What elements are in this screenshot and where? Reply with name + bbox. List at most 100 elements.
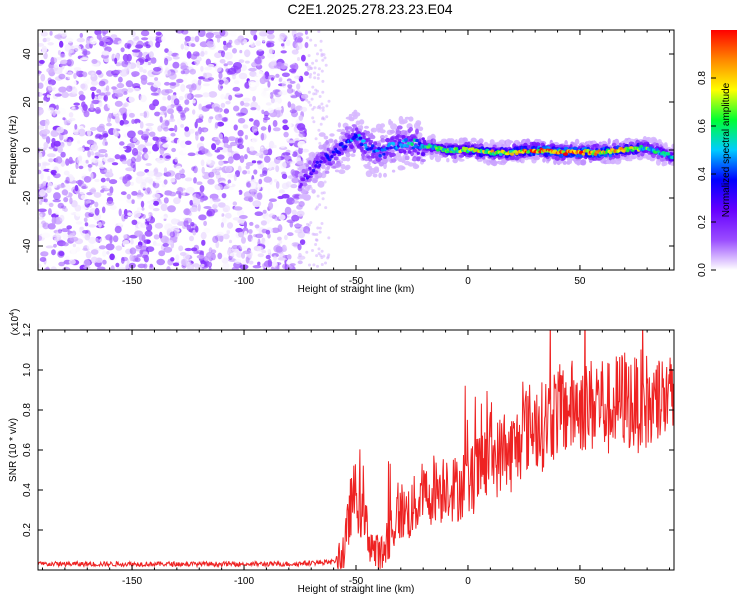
spectrogram-noise-blob [91,99,100,105]
spectrogram-noise-blob [183,208,191,216]
spectrogram-noise-blob [180,113,186,121]
spectrogram-noise-blob [177,186,184,195]
spectrogram-ridge-cell [306,195,311,199]
spectrogram-noise-blob [326,256,330,260]
spectrogram-ridge-cell [382,158,388,164]
spectrogram-noise-blob [171,52,179,57]
spectrogram-ridge-cell [491,160,498,167]
spectrogram-noise-blob [48,158,54,163]
spectrogram-noise-blob [88,236,97,244]
spectrogram-noise-blob [206,41,215,47]
spectrogram-noise-blob [217,252,223,260]
spectrogram-noise-blob [153,172,163,177]
spectrogram-noise-blob [121,160,129,165]
spectrogram-noise-blob [238,72,248,80]
spectrogram-noise-blob [327,236,331,240]
spectrogram-noise-blob [146,187,151,192]
spectrogram-noise-blob [318,95,322,98]
spectrogram-noise-blob [312,120,316,124]
spectrogram-noise-blob [48,208,52,216]
spectrogram-noise-blob [280,65,288,70]
spectrogram-noise-blob [226,222,234,229]
spectrogram-noise-blob [107,158,115,163]
spectrogram-ridge-cell [327,160,332,164]
spectrogram-ridge-cell [363,143,367,147]
x-tick-label: -100 [234,576,254,587]
spectrogram-noise-blob [221,217,227,224]
spectrogram-ridge-cell [308,184,312,188]
spectrogram-noise-blob [220,222,224,228]
spectrogram-noise-blob [292,151,298,158]
spectrogram-ridge-cell [408,126,413,132]
spectrogram-noise-blob [245,60,250,64]
spectrogram-ridge-cell [350,153,356,158]
spectrogram-noise-blob [180,258,188,266]
spectrogram-noise-blob [222,233,230,240]
spectrogram-ridge-cell [498,139,506,145]
spectrogram-noise-blob [311,249,314,252]
spectrogram-noise-blob [238,231,244,238]
spectrogram-noise-blob [321,108,325,112]
spectrogram-noise-blob [239,155,245,164]
spectrogram-noise-blob [52,199,61,203]
spectrogram-noise-blob [163,197,169,204]
spectrogram-noise-blob [214,211,223,218]
spectrogram-noise-blob [122,234,128,239]
spectrogram-noise-blob [305,36,309,40]
spectrogram-noise-blob [63,170,70,176]
spectrogram-ridge-cell [358,119,365,125]
spectrogram-noise-blob [216,147,224,151]
spectrogram-noise-blob [233,173,237,181]
spectrogram-noise-blob [206,153,213,157]
spectrogram-noise-blob [263,267,267,270]
spectrogram-noise-blob [193,165,198,174]
spectrogram-ridge-cell [470,137,477,143]
spectrogram-noise-blob [222,262,230,270]
spectrogram-noise-blob [229,141,238,147]
spectrogram-noise-blob [183,77,187,85]
spectrogram-noise-blob [99,41,105,47]
spectrogram-noise-blob [226,229,230,235]
spectrogram-noise-blob [280,161,287,169]
spectrogram-noise-blob [180,123,185,128]
spectrogram-noise-blob [218,142,225,149]
spectrogram-noise-blob [107,100,113,109]
spectrogram-noise-blob [200,65,204,72]
snr-series-line [38,330,674,570]
spectrogram-noise-blob [291,214,300,222]
spectrogram-noise-blob [152,181,160,189]
spectrogram-noise-blob [154,180,163,184]
spectrogram-ridge-cell [317,180,325,188]
spectrogram-noise-blob [133,37,139,41]
spectrogram-noise-blob [50,266,57,270]
spectrogram-noise-blob [207,178,215,185]
x-tick-label: -150 [122,576,142,587]
spectrogram-noise-blob [90,187,97,194]
spectrogram-ridge-cell [401,119,408,124]
spectrogram-noise-blob [136,207,142,211]
spectrogram-noise-blob [317,252,321,256]
spectrogram-noise-blob [54,237,60,241]
spectrogram-noise-blob [106,192,113,196]
spectrogram-noise-blob [98,101,103,108]
spectrogram-noise-blob [197,109,204,117]
spectrogram-noise-blob [191,99,196,104]
spectrogram-noise-blob [207,261,213,268]
spectrogram-noise-blob [280,105,284,114]
spectrogram-noise-blob [40,172,44,180]
spectrogram-ridge-cell [330,154,334,159]
spectrogram-noise-blob [257,183,261,190]
spectrogram-noise-blob [216,121,225,127]
spectrogram-noise-blob [163,179,168,185]
spectrogram-noise-blob [76,37,86,43]
spectrogram-noise-blob [161,35,166,42]
spectrogram-noise-blob [281,182,290,190]
spectrogram-noise-blob [70,200,78,208]
spectrogram-noise-blob [152,45,157,52]
spectrogram-noise-blob [309,73,313,76]
spectrogram-ridge-cell [354,140,359,145]
spectrogram-ridge-cell [308,178,312,182]
spectrogram-noise-blob [131,219,138,225]
spectrogram-noise-blob [153,67,162,72]
spectrogram-noise-blob [47,107,55,112]
